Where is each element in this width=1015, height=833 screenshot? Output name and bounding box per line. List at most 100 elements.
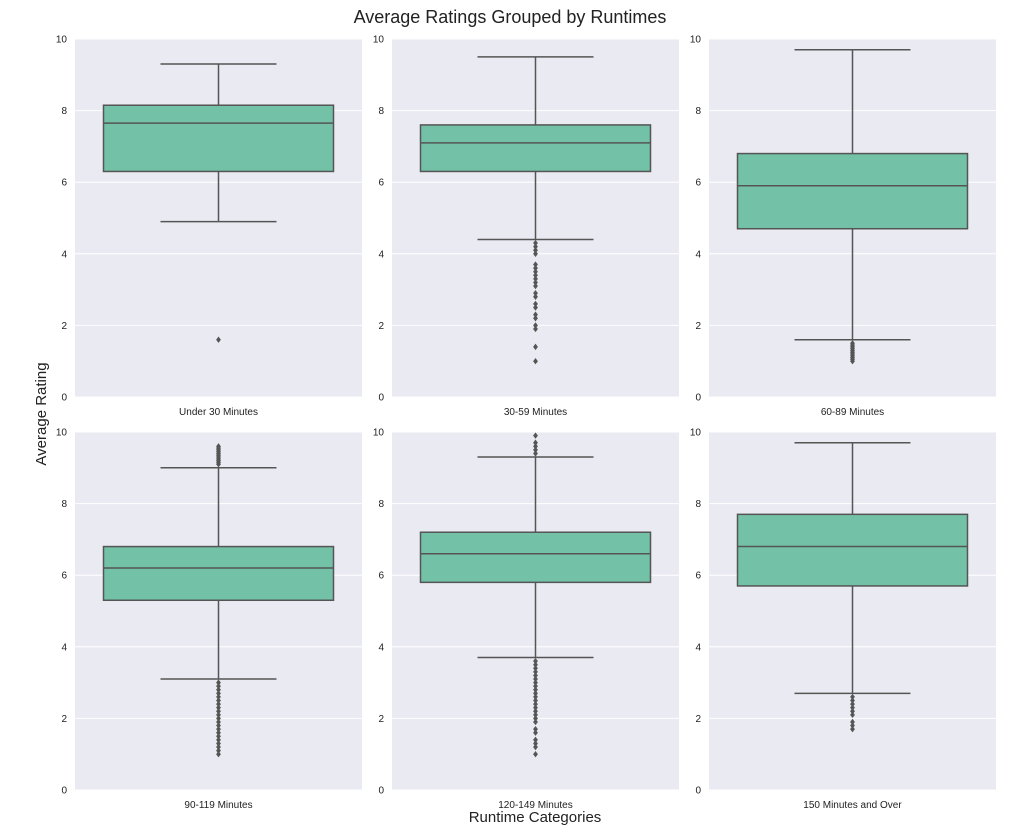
outlier-point xyxy=(533,282,538,290)
outlier-point xyxy=(533,672,538,679)
outlier-point xyxy=(850,700,855,708)
outlier-point xyxy=(216,686,221,693)
iqr-box xyxy=(419,531,652,584)
outlier-point xyxy=(850,358,855,365)
y-tick-label: 0 xyxy=(695,393,701,404)
outlier-point xyxy=(533,275,538,283)
chart-title: Average Ratings Grouped by Runtimes xyxy=(354,7,667,27)
x-tick-label: 30-59 Minutes xyxy=(504,407,567,418)
outlier-point xyxy=(533,443,538,450)
outlier-point xyxy=(533,243,538,250)
y-tick-label: 0 xyxy=(695,786,701,797)
outlier-point xyxy=(850,708,855,715)
y-tick-label: 0 xyxy=(378,786,384,797)
outlier-point xyxy=(533,693,538,701)
y-tick-label: 6 xyxy=(61,178,67,189)
outlier-point xyxy=(216,682,221,690)
outlier-point xyxy=(533,343,538,351)
outlier-point xyxy=(850,725,855,733)
y-tick-label: 10 xyxy=(56,428,68,439)
y-tick-label: 4 xyxy=(378,642,384,653)
outlier-point xyxy=(850,718,855,726)
outlier-point xyxy=(533,293,538,300)
y-tick-label: 6 xyxy=(378,571,384,582)
x-tick-label: 120-149 Minutes xyxy=(498,800,573,811)
outlier-point xyxy=(533,743,538,751)
y-axis-label: Average Rating xyxy=(33,362,50,465)
outlier-point xyxy=(216,747,221,754)
iqr-box xyxy=(736,152,969,230)
x-tick-label: 90-119 Minutes xyxy=(184,800,252,811)
y-tick-label: 4 xyxy=(61,642,67,653)
outlier-point xyxy=(533,439,538,446)
outlier-point xyxy=(850,697,855,704)
outlier-point xyxy=(533,289,538,297)
panel: 0 2 4 6 8 10 Under 30 Minutes xyxy=(56,35,362,418)
y-tick-label: 4 xyxy=(378,249,384,260)
y-tick-label: 8 xyxy=(61,499,67,510)
y-tick-label: 8 xyxy=(378,499,384,510)
y-tick-label: 0 xyxy=(61,393,67,404)
outlier-point xyxy=(216,722,221,729)
outlier-point xyxy=(533,358,538,365)
outlier-point xyxy=(533,686,538,693)
outlier-point xyxy=(533,279,538,286)
outlier-point xyxy=(533,668,538,676)
y-tick-label: 10 xyxy=(690,35,702,46)
outlier-point xyxy=(216,336,221,343)
outlier-point xyxy=(533,729,538,736)
y-tick-label: 0 xyxy=(61,786,67,797)
outlier-point xyxy=(533,700,538,708)
y-tick-label: 2 xyxy=(695,714,701,725)
outlier-point xyxy=(216,740,221,747)
outlier-point xyxy=(216,725,221,733)
y-tick-label: 0 xyxy=(378,393,384,404)
y-tick-label: 8 xyxy=(61,106,67,117)
outlier-point xyxy=(850,722,855,729)
y-tick-label: 10 xyxy=(373,35,385,46)
panel: 0 2 4 6 8 10 120-149 Minutes xyxy=(373,428,679,811)
y-tick-label: 2 xyxy=(61,321,67,332)
outlier-point xyxy=(533,715,538,722)
outlier-point xyxy=(216,708,221,715)
y-tick-label: 2 xyxy=(61,714,67,725)
outlier-point xyxy=(216,743,221,751)
outlier-point xyxy=(216,443,221,450)
outlier-point xyxy=(533,304,538,311)
x-axis-label: Runtime Categories xyxy=(469,809,602,826)
outlier-point xyxy=(216,697,221,704)
panel: 0 2 4 6 8 10 30-59 Minutes xyxy=(373,35,679,418)
y-tick-label: 2 xyxy=(695,321,701,332)
panels-container: 0 2 4 6 8 10 Under 30 Minutes 0 2 4 6 8 10 30-59 Minu… xyxy=(56,35,996,811)
outlier-point xyxy=(216,690,221,697)
outlier-point xyxy=(533,682,538,690)
outlier-point xyxy=(533,704,538,711)
y-tick-label: 2 xyxy=(378,714,384,725)
outlier-point xyxy=(216,715,221,722)
outlier-point xyxy=(533,250,538,257)
outlier-point xyxy=(533,261,538,268)
y-tick-label: 10 xyxy=(373,428,385,439)
outlier-point xyxy=(533,264,538,272)
outlier-point xyxy=(533,311,538,318)
outlier-point xyxy=(533,300,538,308)
y-tick-label: 6 xyxy=(695,178,701,189)
y-tick-label: 4 xyxy=(695,642,701,653)
outlier-point xyxy=(533,325,538,333)
outlier-point xyxy=(533,272,538,279)
y-tick-label: 10 xyxy=(690,428,702,439)
outlier-point xyxy=(533,725,538,733)
y-tick-label: 6 xyxy=(695,571,701,582)
iqr-box xyxy=(102,104,335,173)
outlier-point xyxy=(533,711,538,719)
outlier-point xyxy=(533,751,538,758)
y-tick-label: 2 xyxy=(378,321,384,332)
outlier-point xyxy=(533,675,538,683)
outlier-point xyxy=(216,679,221,686)
y-tick-label: 4 xyxy=(695,249,701,260)
y-tick-label: 10 xyxy=(56,35,68,46)
panel: 0 2 4 6 8 10 150 Minutes and Over xyxy=(690,428,996,811)
y-tick-label: 8 xyxy=(695,499,701,510)
outlier-point xyxy=(533,679,538,686)
